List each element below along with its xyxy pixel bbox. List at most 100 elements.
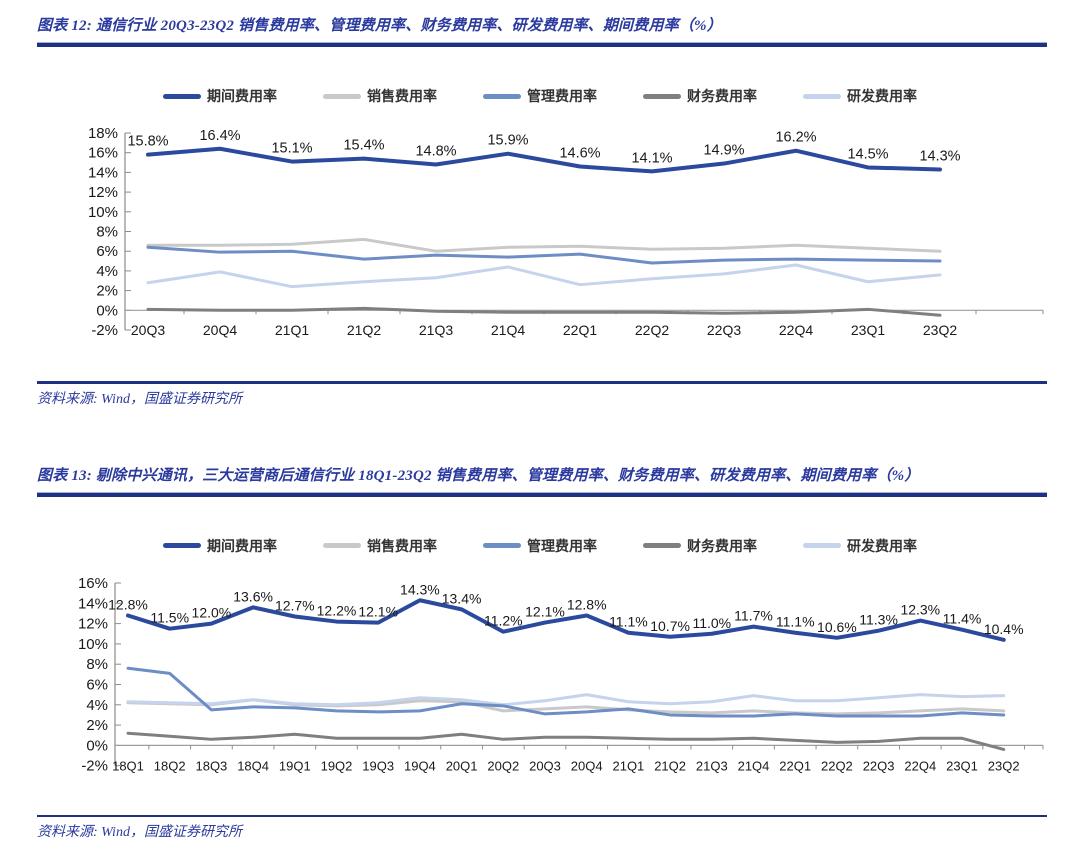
x-axis-label: 19Q4	[404, 758, 436, 773]
x-axis-label: 22Q3	[863, 758, 895, 773]
x-axis-label: 19Q2	[321, 758, 353, 773]
y-axis-label: 0%	[86, 737, 108, 754]
legend-label-finance: 财务费用率	[687, 537, 757, 554]
x-axis-label: 21Q2	[347, 322, 381, 338]
y-axis-label: 2%	[96, 283, 118, 300]
y-axis-label: 10%	[88, 204, 118, 221]
data-label-period: 12.1%	[358, 603, 398, 619]
legend-swatch-admin	[483, 93, 521, 99]
data-label-period: 15.1%	[271, 141, 312, 157]
x-axis-label: 18Q1	[112, 758, 144, 773]
data-label-period: 11.2%	[484, 612, 523, 628]
y-axis-label: -2%	[81, 757, 108, 774]
legend-item-finance: 财务费用率	[643, 86, 757, 106]
x-axis-label: 20Q3	[529, 758, 561, 773]
data-label-period: 14.5%	[847, 146, 888, 162]
legend-swatch-period	[163, 543, 201, 548]
data-label-period: 11.4%	[943, 610, 982, 626]
expense-ratio-line-chart-18q1-23q2: 16% 14% 12% 10% 8% 6% 4% 2% 0% -2% 18Q1 18Q2 18Q3 18Q…	[78, 575, 1044, 774]
y-axis-label: 4%	[96, 263, 118, 280]
x-axis-label: 22Q1	[563, 322, 597, 338]
x-axis-label: 22Q3	[707, 322, 741, 338]
x-axis-label: 22Q2	[635, 322, 669, 338]
y-axis-label: 8%	[96, 224, 118, 241]
data-label-period: 15.9%	[487, 133, 528, 149]
data-label-period: 10.7%	[650, 617, 690, 633]
data-label-period: 14.6%	[559, 145, 600, 161]
data-label-period: 12.8%	[567, 596, 607, 612]
legend-label-period: 期间费用率	[207, 88, 277, 104]
series-line-finance	[126, 731, 1006, 751]
x-axis-label: 18Q3	[195, 758, 227, 773]
legend-swatch-finance	[643, 93, 681, 99]
data-label-period: 11.0%	[692, 614, 731, 630]
x-axis-label: 18Q4	[237, 758, 269, 773]
x-axis-label: 21Q3	[419, 322, 453, 338]
chart-12-legend: 期间费用率 销售费用率 管理费用率 财务费用率 研发费用率	[0, 87, 1080, 105]
data-label-period: 13.4%	[442, 590, 482, 606]
series-line-admin	[126, 666, 1006, 717]
legend-swatch-sales	[323, 93, 361, 99]
data-label-period: 14.9%	[703, 143, 744, 159]
series-line-sales	[146, 237, 942, 253]
data-label-period: 13.6%	[233, 588, 273, 604]
legend-item-admin: 管理费用率	[483, 536, 597, 556]
legend-item-period: 期间费用率	[163, 536, 277, 556]
figure-12-source: 资料来源: Wind，国盛证券研究所	[37, 391, 242, 407]
chart-13-legend: 期间费用率 销售费用率 管理费用率 财务费用率 研发费用率	[0, 537, 1080, 555]
y-axis-label: -2%	[91, 322, 118, 339]
y-axis-label: 16%	[88, 145, 118, 162]
legend-swatch-rd	[803, 543, 841, 548]
legend-item-sales: 销售费用率	[323, 536, 437, 556]
legend-label-admin: 管理费用率	[527, 537, 597, 554]
figure-13: 图表 13: 剔除中兴通讯，三大运营商后通信行业 18Q1-23Q2 销售费用率…	[0, 464, 1080, 842]
legend-item-admin: 管理费用率	[483, 86, 597, 106]
y-axis-label: 10%	[78, 635, 108, 652]
legend-swatch-rd	[803, 93, 841, 99]
source-rule	[37, 814, 1047, 817]
legend-swatch-finance	[643, 543, 681, 548]
data-label-period: 11.3%	[859, 611, 898, 627]
legend-item-rd: 研发费用率	[803, 536, 917, 556]
data-label-period: 12.8%	[108, 596, 148, 612]
data-label-period: 12.2%	[317, 602, 357, 618]
data-label-period: 14.1%	[631, 150, 672, 166]
y-axis-label: 18%	[88, 125, 118, 142]
data-label-period: 15.8%	[127, 134, 168, 150]
x-axis-label: 23Q2	[988, 758, 1020, 773]
y-axis-label: 14%	[88, 164, 118, 181]
legend-label-period: 期间费用率	[207, 537, 277, 554]
legend-swatch-sales	[323, 543, 361, 548]
series-line-rd	[126, 692, 1006, 706]
x-axis-label: 20Q2	[487, 758, 519, 773]
data-label-period: 11.1%	[776, 613, 815, 629]
data-label-period: 14.3%	[400, 581, 440, 597]
y-axis-label: 14%	[78, 595, 108, 612]
data-label-period: 16.2%	[775, 130, 816, 146]
x-axis-label: 19Q1	[279, 758, 311, 773]
legend-label-finance: 财务费用率	[687, 88, 757, 104]
data-label-period: 12.7%	[275, 597, 315, 613]
legend-swatch-period	[163, 93, 201, 99]
data-label-period: 12.0%	[192, 604, 232, 620]
x-axis-label: 19Q3	[362, 758, 394, 773]
y-axis-label: 16%	[78, 575, 108, 592]
legend-item-finance: 财务费用率	[643, 536, 757, 556]
data-label-period: 14.8%	[415, 144, 456, 160]
x-axis-label: 22Q4	[904, 758, 936, 773]
x-axis-label: 21Q1	[275, 322, 309, 338]
legend-label-rd: 研发费用率	[847, 537, 917, 554]
x-axis-label: 21Q2	[654, 758, 686, 773]
data-label-period: 11.7%	[734, 607, 773, 623]
series-line-period	[126, 597, 1006, 642]
source-rule	[37, 381, 1047, 384]
data-label-period: 15.4%	[343, 138, 384, 154]
legend-label-rd: 研发费用率	[847, 88, 917, 104]
x-axis-label: 21Q3	[696, 758, 728, 773]
figure-13-title: 图表 13: 剔除中兴通讯，三大运营商后通信行业 18Q1-23Q2 销售费用率…	[37, 467, 920, 484]
figure-12-title: 图表 12: 通信行业 20Q3-23Q2 销售费用率、管理费用率、财务费用率、…	[37, 18, 722, 34]
x-axis-label: 20Q3	[131, 322, 165, 338]
x-axis-label: 20Q4	[571, 758, 603, 773]
legend-item-sales: 销售费用率	[323, 86, 437, 106]
